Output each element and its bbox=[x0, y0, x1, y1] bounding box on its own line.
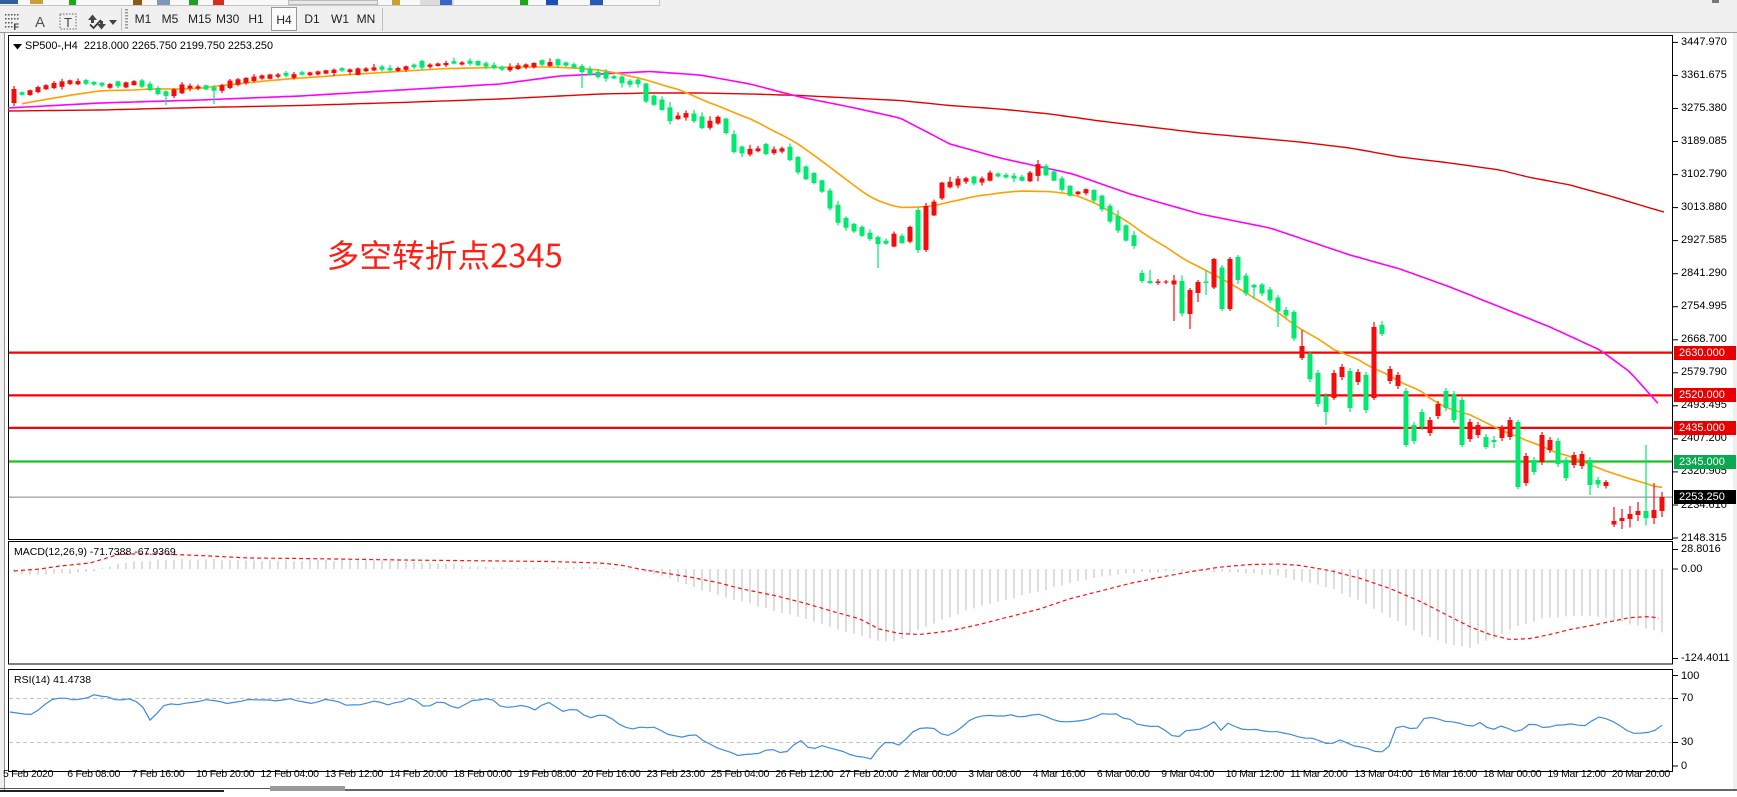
svg-text:T: T bbox=[64, 15, 72, 30]
svg-text:A: A bbox=[35, 14, 45, 31]
svg-text:SP500-,H4 2218.000 2265.750 2: SP500-,H4 2218.000 2265.750 2199.750 225… bbox=[25, 40, 273, 52]
svg-text:RSI(14) 41.4738: RSI(14) 41.4738 bbox=[14, 674, 91, 686]
svg-text:F: F bbox=[14, 22, 20, 32]
svg-text:MACD(12,26,9) -71.7388 -67.936: MACD(12,26,9) -71.7388 -67.9369 bbox=[14, 546, 176, 558]
